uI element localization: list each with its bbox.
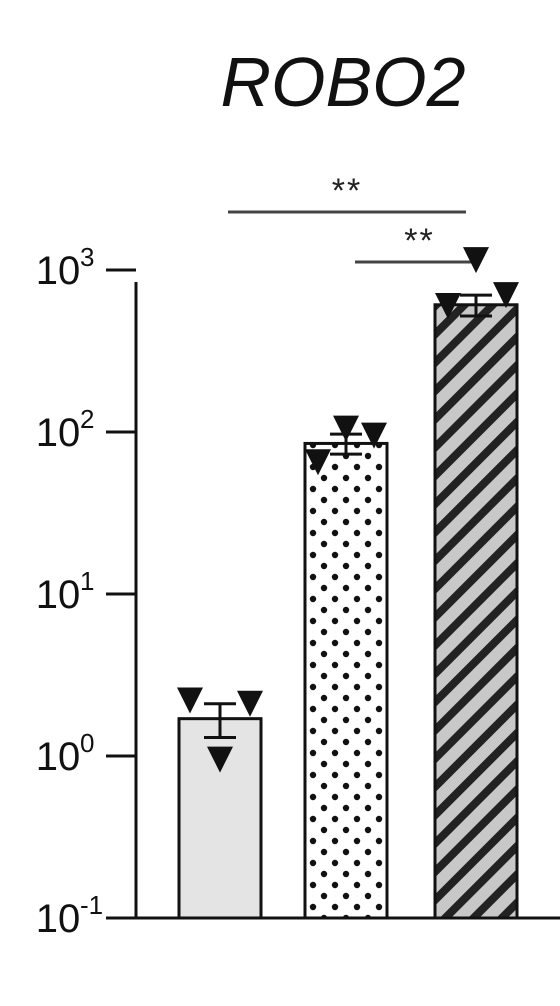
data-point xyxy=(463,247,489,274)
y-tick-exponent: 3 xyxy=(80,242,94,272)
data-point xyxy=(207,746,233,773)
data-point xyxy=(361,422,387,449)
y-tick-exponent: 2 xyxy=(80,404,94,434)
significance-label: ** xyxy=(332,172,362,210)
y-tick-exponent: -1 xyxy=(80,890,103,920)
data-point xyxy=(237,690,263,717)
y-tick-exponent: 0 xyxy=(80,728,94,758)
bars xyxy=(177,293,519,920)
bar xyxy=(433,303,519,920)
y-tick-label: 10 xyxy=(36,573,81,617)
significance-brackets: ** ** xyxy=(228,172,478,264)
data-point xyxy=(177,687,203,714)
y-tick-exponent: 1 xyxy=(80,566,94,596)
significance-label: ** xyxy=(404,222,434,260)
y-tick-label: 10 xyxy=(36,249,81,293)
y-tick-label: 10 xyxy=(36,411,81,455)
bar xyxy=(303,441,389,920)
data-point xyxy=(333,415,359,442)
data-point xyxy=(305,449,331,476)
data-point xyxy=(493,282,519,309)
data-point xyxy=(435,292,461,319)
data-points xyxy=(177,247,519,773)
y-tick-label: 10 xyxy=(36,735,81,779)
chart-title: ROBO2 xyxy=(220,43,465,121)
y-tick-label: 10 xyxy=(36,897,81,941)
